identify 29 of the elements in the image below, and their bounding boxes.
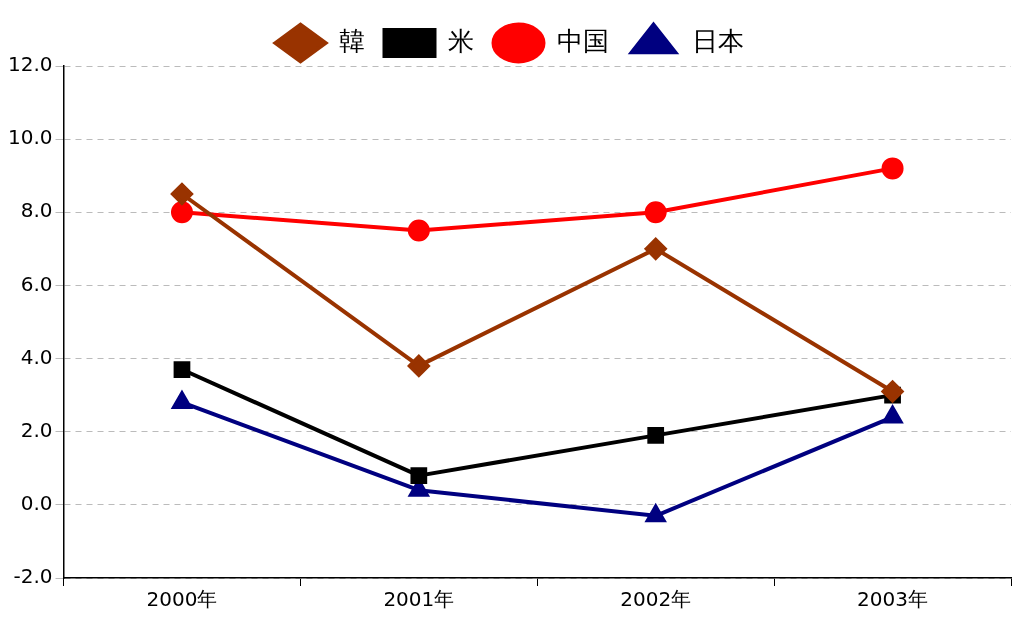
y-tick-label: -2.0 [13,564,53,589]
y-tick-label: 0.0 [20,491,53,516]
point [881,157,904,180]
y-tick-label: 10.0 [8,125,53,150]
point [647,427,665,444]
point [882,406,903,424]
point [170,183,193,205]
legend-label: 日本 [691,25,744,56]
point [172,391,192,409]
x-tick-label: 2003年 [857,587,929,612]
y-tick-label: 2.0 [20,417,53,442]
point [644,201,667,224]
point [644,237,667,260]
x-tick-label: 2001年 [383,587,455,612]
y-tick-label: 12.0 [8,52,53,77]
x-tick-label: 2002年 [620,587,692,612]
point [410,467,428,484]
point [881,380,904,403]
point [407,219,430,242]
y-tick-label: 8.0 [20,198,53,223]
y-tick-label: 6.0 [20,271,53,296]
y-tick-label: 4.0 [20,344,53,369]
point [407,354,430,377]
legend-label: 韓 [338,25,365,56]
legend-label: 中国 [556,25,609,56]
x-tick-label: 2000年 [146,587,218,612]
point [170,201,193,224]
legend-label: 米 [447,25,474,56]
point [173,361,191,378]
